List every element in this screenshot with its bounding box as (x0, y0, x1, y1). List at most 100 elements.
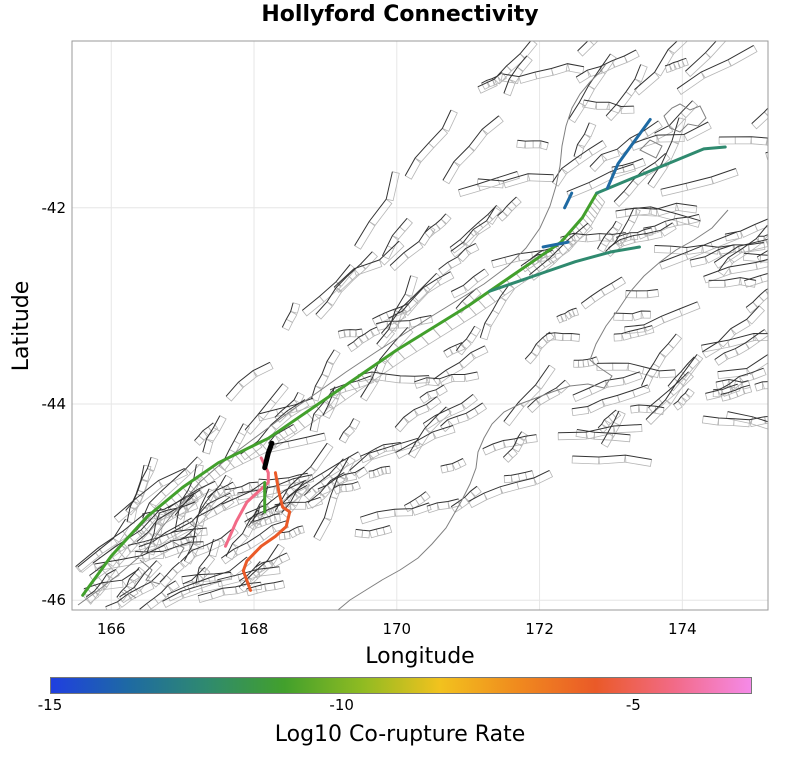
fault-plane (754, 381, 768, 392)
fault-plane (557, 424, 643, 441)
fault-trace (77, 518, 126, 568)
fault-plane (577, 41, 599, 57)
fault-plane (359, 502, 432, 525)
fault-plane (476, 173, 554, 189)
fault-plane (491, 245, 562, 269)
fault-trace (245, 479, 307, 515)
colorbar-tick-label: -15 (37, 696, 63, 714)
fault-plane (601, 410, 626, 448)
fault-trace (442, 115, 500, 181)
fault-plane (720, 385, 753, 402)
fault-trace (372, 303, 409, 320)
fault-trace (85, 568, 117, 598)
fault-trace (167, 480, 216, 509)
rupture-moonlight-north (224, 456, 270, 548)
fault-trace (597, 409, 617, 429)
fault-plane (449, 205, 503, 254)
fault-trace (239, 561, 261, 582)
fault-plane (503, 470, 535, 484)
fault-plane (408, 406, 452, 459)
fault-plane (347, 326, 381, 353)
fault-plane (403, 491, 431, 513)
fault-trace (404, 491, 427, 506)
rupture-moonlight-fault (241, 471, 292, 592)
colorbar-gradient (50, 677, 752, 694)
fault-plane (274, 442, 334, 516)
fault-trace (577, 41, 589, 52)
y-axis-ticks: -42 -44 -46 (42, 199, 67, 609)
fault-plane (580, 276, 627, 310)
fault-trace (676, 44, 754, 90)
x-axis-ticks: 166 168 170 172 174 (97, 620, 697, 638)
fault-trace (414, 371, 478, 383)
fault-plane (333, 240, 405, 293)
fault-plane (368, 466, 391, 479)
fault-trace (246, 580, 284, 590)
fault-trace (575, 49, 637, 78)
fault-trace (458, 171, 518, 191)
fault-trace (195, 496, 231, 519)
fault-trace (253, 513, 280, 522)
fault-plane (315, 251, 378, 320)
fault-plane (438, 243, 480, 276)
fault-plane (139, 580, 180, 610)
fault-trace (624, 301, 698, 328)
fault-trace (477, 173, 554, 182)
fault-plane (613, 310, 651, 322)
fault-trace (322, 386, 335, 416)
fault-trace (268, 423, 294, 444)
fault-trace (503, 55, 528, 94)
fault-trace (703, 258, 768, 277)
fault-trace (221, 520, 287, 559)
fault-trace (743, 252, 768, 256)
rupture-waimea-fault (563, 191, 574, 210)
fault-trace (317, 466, 365, 490)
fault-trace (433, 345, 486, 380)
fault-trace (197, 581, 261, 597)
fault-trace (113, 467, 185, 518)
fault-trace (422, 394, 474, 424)
fault-plane (503, 55, 533, 97)
fault-plane (426, 498, 461, 514)
fault-trace (717, 225, 768, 272)
fault-trace (313, 456, 350, 538)
fault-plane (630, 404, 665, 416)
fault-trace (237, 474, 313, 494)
fault-trace (301, 264, 351, 311)
fault-plane (440, 458, 467, 474)
fault-plane (375, 315, 434, 331)
fault-trace (524, 331, 551, 360)
fault-plane (667, 356, 700, 392)
fault-plane (195, 496, 235, 525)
fault-plane (246, 580, 286, 597)
y-tick-label: -46 (42, 591, 67, 609)
fault-trace (389, 225, 430, 266)
fault-plane (456, 325, 482, 356)
rupture-hollyford-fault (262, 440, 275, 471)
fault-trace (573, 356, 597, 361)
x-tick-label: 166 (97, 620, 126, 638)
fault-trace (756, 249, 768, 258)
fault-trace (714, 329, 765, 360)
fault-trace (281, 302, 294, 328)
fault-plane (597, 220, 623, 253)
fault-plane (743, 275, 768, 288)
fault-plane (443, 342, 466, 358)
fault-plane (225, 362, 274, 402)
fault-plane (282, 302, 301, 331)
alpine-fault-plane (593, 192, 606, 207)
fault-plane (751, 111, 768, 130)
fault-plane (516, 140, 549, 151)
fault-trace (174, 464, 197, 529)
fault-plane (339, 418, 361, 444)
fault-plane (389, 225, 436, 272)
fault-trace (705, 367, 764, 394)
fault-trace (217, 566, 280, 581)
y-tick-label: -44 (42, 395, 67, 413)
fault-plane (572, 371, 643, 403)
fault-trace (758, 234, 768, 237)
fault-plane (664, 58, 689, 73)
fault-trace (481, 72, 503, 84)
fault-trace (580, 276, 623, 304)
fault-trace (347, 326, 378, 347)
